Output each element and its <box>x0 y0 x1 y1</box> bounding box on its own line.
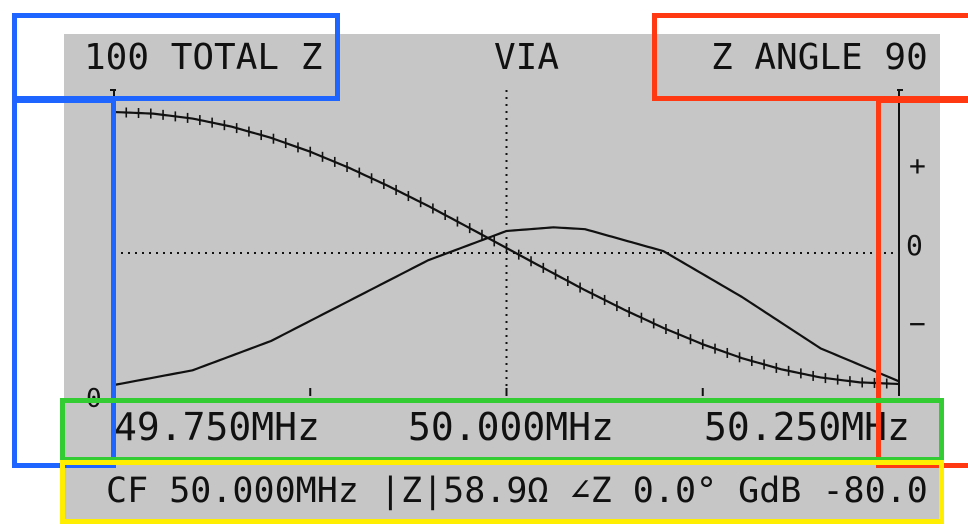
z-angle-trace <box>113 226 900 387</box>
right-axis-minus-label: − <box>909 307 926 340</box>
freq-start-label: 49.750MHz <box>114 405 320 449</box>
analyzer-screen: 100 TOTAL Z VIA Z ANGLE 90 + 0 − 0 49.75… <box>64 34 940 522</box>
freq-stop-label: 50.250MHz <box>704 405 910 449</box>
right-axis-plus-label: + <box>909 149 926 182</box>
plot-traces <box>113 107 900 389</box>
freq-center-label: 50.000MHz <box>408 405 614 449</box>
trace-label-total-z: 100 TOTAL Z <box>84 37 323 78</box>
trace-label-z-angle: Z ANGLE 90 <box>711 37 928 78</box>
right-axis-zero-label: 0 <box>906 229 923 262</box>
mode-label-via: VIA <box>494 37 560 78</box>
status-readout: CF 50.000MHz |Z|58.9Ω ∠Z 0.0° GdB -80.0 <box>106 471 928 511</box>
left-axis-zero-label: 0 <box>86 384 102 414</box>
